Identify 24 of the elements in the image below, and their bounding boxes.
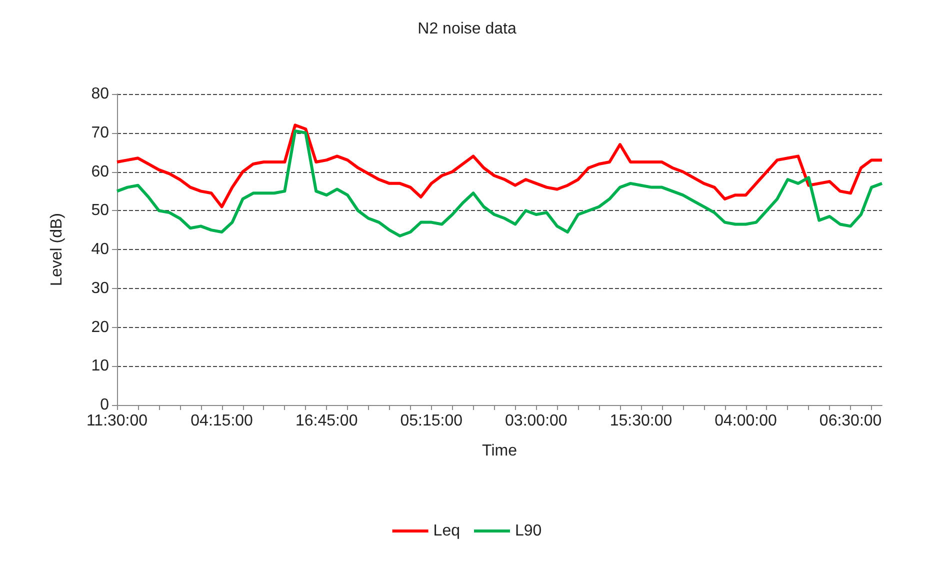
- y-tick-label: 70: [91, 124, 110, 142]
- y-tick-label: 60: [91, 163, 110, 180]
- x-tick-label: 04:00:00: [714, 412, 778, 430]
- line-series: [116, 129, 884, 238]
- x-tick-label: 05:15:00: [400, 412, 463, 430]
- y-tick-label: 30: [91, 280, 110, 297]
- x-axis-title: Time: [482, 442, 518, 460]
- x-tick-label: 03:00:00: [505, 412, 568, 430]
- x-tick-label: 06:30:00: [819, 412, 882, 430]
- chart-title: N2 noise data: [418, 20, 516, 38]
- y-tick-label: 20: [91, 318, 110, 336]
- y-tick-label: 80: [91, 86, 110, 102]
- line-series: [116, 124, 884, 208]
- y-tick-label: 50: [91, 202, 110, 220]
- x-tick-label: 15:30:00: [610, 412, 672, 430]
- legend-label: Leq: [433, 522, 460, 540]
- legend-label: L90: [515, 522, 542, 540]
- y-tick-label: 0: [100, 396, 110, 414]
- x-tick-label: 16:45:00: [295, 412, 358, 430]
- x-tick-label: 11:30:00: [86, 412, 148, 430]
- y-axis-title: Level (dB): [48, 213, 66, 286]
- y-tick-label: 10: [91, 358, 110, 375]
- x-tick-label: 04:15:00: [190, 412, 254, 430]
- y-tick-label: 40: [91, 241, 110, 258]
